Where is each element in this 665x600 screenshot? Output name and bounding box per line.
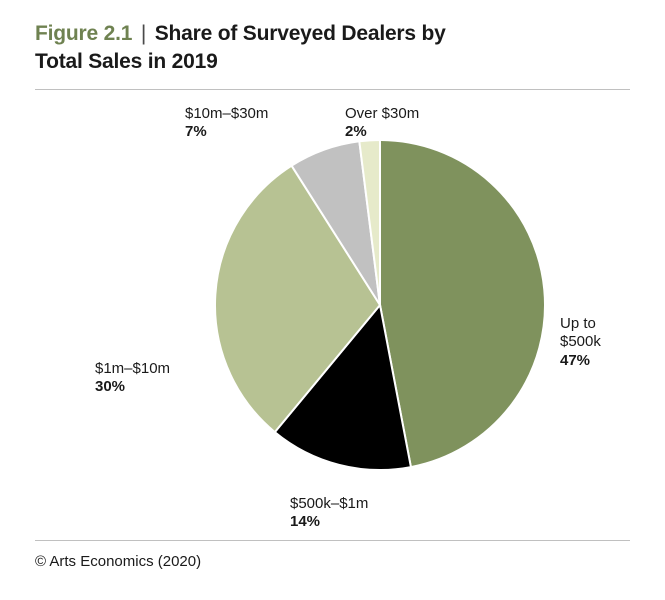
- slice-label: Up to $500k47%: [560, 315, 630, 371]
- slice-label-pct: 14%: [290, 513, 368, 532]
- slice-label-text: $10m–$30m: [185, 105, 268, 122]
- slice-label: $500k–$1m14%: [290, 495, 368, 533]
- pie-svg: [215, 140, 545, 470]
- figure-label: Figure 2.1: [35, 22, 132, 45]
- slice-label: $1m–$10m30%: [95, 360, 170, 398]
- slice-label-pct: 30%: [95, 378, 170, 397]
- slice-label: Over $30m2%: [345, 105, 419, 143]
- figure-title: Figure 2.1 | Share of Surveyed Dealers b…: [35, 20, 630, 77]
- slice-label-text: $500k–$1m: [290, 495, 368, 512]
- slice-label-text: $1m–$10m: [95, 360, 170, 377]
- pie-holder: [215, 140, 545, 475]
- slice-label-text: Over $30m: [345, 105, 419, 122]
- slice-label-pct: 47%: [560, 352, 630, 371]
- credit-line: © Arts Economics (2020): [35, 541, 630, 570]
- title-separator: |: [138, 22, 149, 45]
- pie-slice: [380, 140, 545, 467]
- slice-label-pct: 2%: [345, 123, 419, 142]
- slice-label-text: Up to $500k: [560, 315, 601, 351]
- slice-label: $10m–$30m7%: [185, 105, 268, 143]
- pie-chart: Up to $500k47% $500k–$1m14% $1m–$10m30% $10…: [35, 90, 630, 540]
- title-line-2: Total Sales in 2019: [35, 50, 218, 73]
- title-line-1: Share of Surveyed Dealers by: [155, 22, 446, 45]
- slice-label-pct: 7%: [185, 123, 268, 142]
